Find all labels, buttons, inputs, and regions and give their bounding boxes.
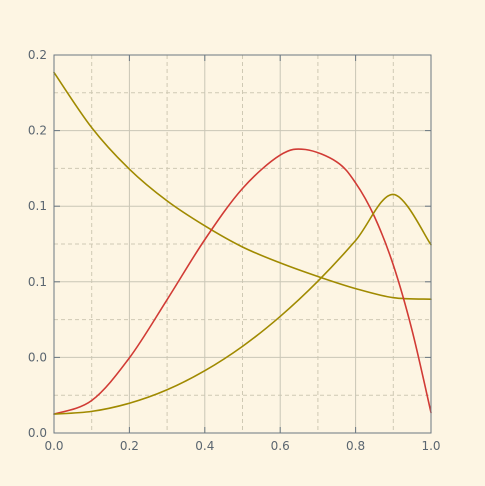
x-tick-label: 1.0 bbox=[421, 439, 440, 453]
x-tick-label: 0.2 bbox=[120, 439, 139, 453]
x-tick-label: 0.4 bbox=[195, 439, 214, 453]
x-tick-label: 0.0 bbox=[44, 439, 63, 453]
y-tick-label: 0.1 bbox=[28, 275, 47, 289]
y-axis-tick-labels: 0.0 0.0 0.1 0.1 0.2 0.2 bbox=[28, 48, 47, 440]
y-tick-label: 0.2 bbox=[28, 48, 47, 62]
y-tick-label: 0.0 bbox=[28, 426, 47, 440]
x-tick-label: 0.6 bbox=[271, 439, 290, 453]
y-tick-label: 0.1 bbox=[28, 199, 47, 213]
x-axis-tick-labels: 0.0 0.2 0.4 0.6 0.8 1.0 bbox=[44, 439, 440, 453]
x-tick-label: 0.8 bbox=[346, 439, 365, 453]
y-tick-label: 0.2 bbox=[28, 124, 47, 138]
y-tick-label: 0.0 bbox=[28, 350, 47, 364]
